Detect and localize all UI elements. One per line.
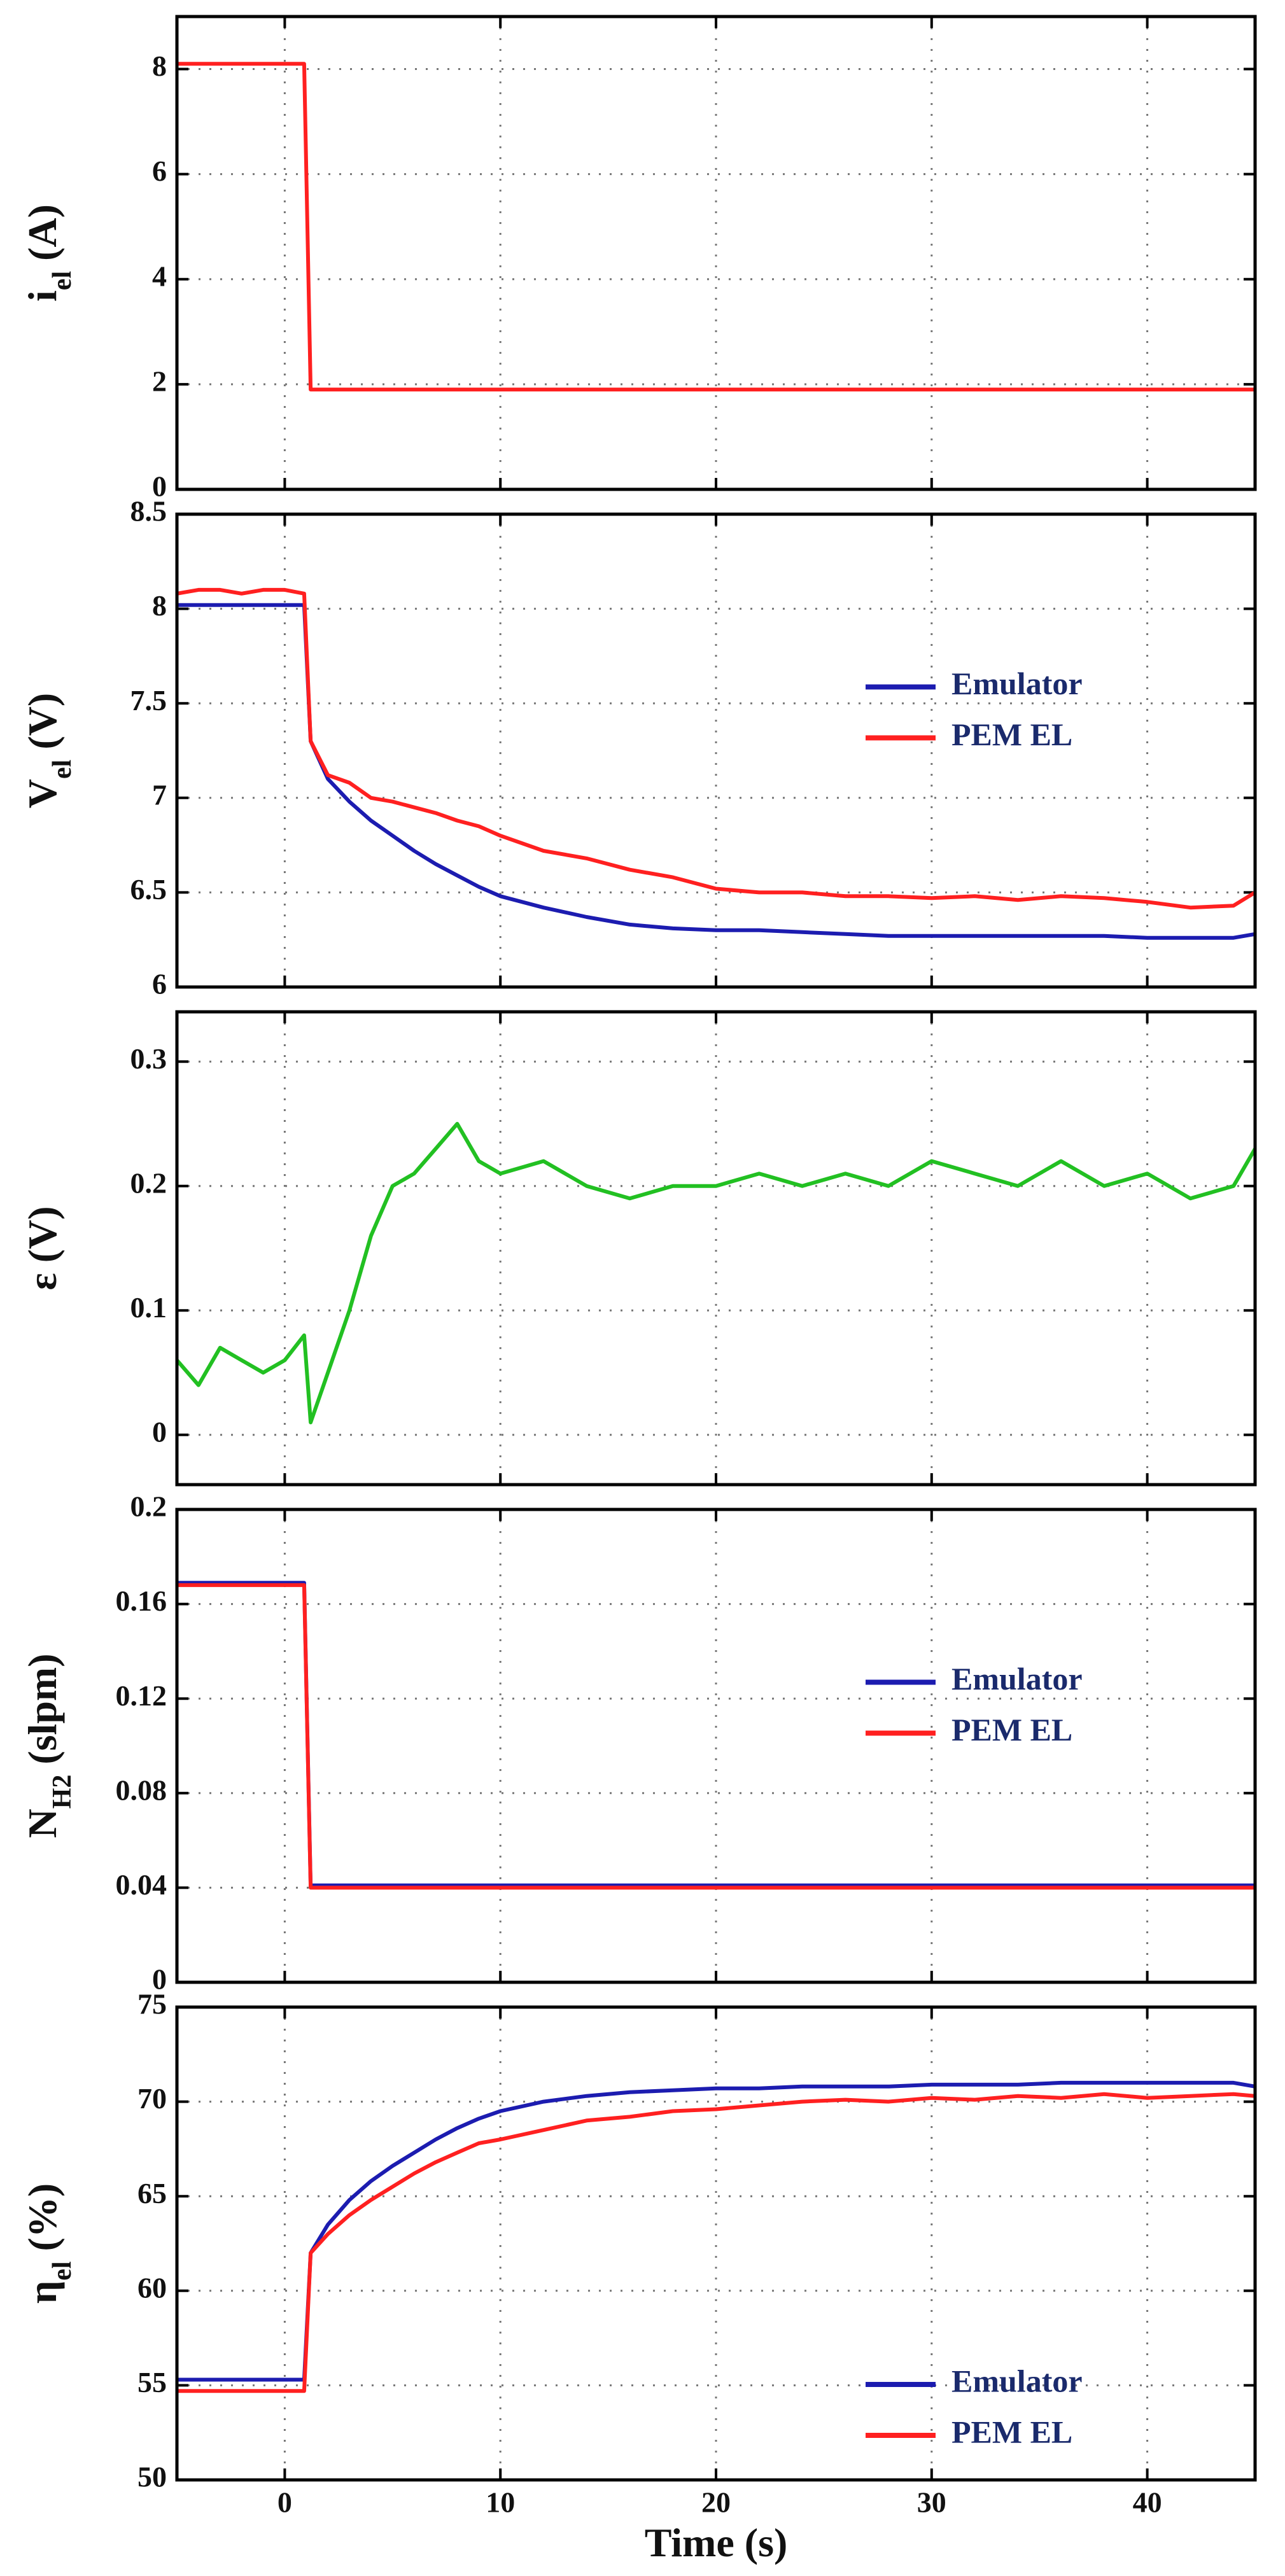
x-tick-label: 0 bbox=[277, 2486, 292, 2519]
line bbox=[177, 62, 1255, 392]
y-tick-label: 8 bbox=[152, 589, 167, 622]
y-tick-label: 6 bbox=[152, 155, 167, 187]
y-tick-label: 70 bbox=[137, 2082, 167, 2115]
line bbox=[177, 587, 1255, 910]
y-axis-label-part: ε (V) bbox=[20, 1206, 65, 1290]
y-tick-label: 0.2 bbox=[130, 1166, 167, 1199]
panel: 0 0.04 0.08 0.12 0.16 0.2 NH2 (slpm) Emulator PE… bbox=[20, 1490, 1257, 1996]
line bbox=[177, 603, 1255, 940]
legend-label: PEM EL bbox=[951, 2414, 1072, 2449]
y-axis-label: Vel (V) bbox=[20, 693, 77, 808]
axes-frame bbox=[175, 1010, 1257, 1487]
y-tick-label: 6.5 bbox=[130, 873, 167, 906]
y-axis-label-part: V bbox=[20, 779, 65, 808]
y-tick-label: 0 bbox=[152, 1963, 167, 1996]
y-tick-label: 7 bbox=[152, 778, 167, 811]
line bbox=[177, 2080, 1255, 2382]
line bbox=[177, 1122, 1255, 1425]
y-axis-label-part: el bbox=[48, 2261, 77, 2280]
panel: 6 6.5 7 7.5 8 8.5 Vel (V) Emulator PEM EL bbox=[20, 495, 1257, 1000]
y-axis-label-part: el bbox=[48, 760, 77, 779]
y-tick-label: 0.08 bbox=[116, 1774, 167, 1806]
y-tick-label: 65 bbox=[137, 2177, 167, 2209]
legend-label: PEM EL bbox=[951, 717, 1072, 752]
axes-frame bbox=[175, 1508, 1257, 1984]
y-tick-label: 0 bbox=[152, 1415, 167, 1448]
panel: 0 2 4 6 8 iel (A) bbox=[20, 15, 1257, 503]
panel: 0 10 20 30 40 50 55 60 65 70 75 ηel (%) Time (s) Emul… bbox=[20, 1988, 1257, 2565]
y-tick-label: 4 bbox=[152, 260, 167, 292]
y-tick-label: 8 bbox=[152, 50, 167, 82]
y-axis-label-part: i bbox=[20, 290, 65, 302]
y-axis-label: iel (A) bbox=[20, 204, 77, 302]
x-tick-label: 40 bbox=[1133, 2486, 1162, 2519]
line bbox=[177, 1581, 1255, 1887]
x-tick-label: 10 bbox=[486, 2486, 515, 2519]
y-tick-label: 55 bbox=[137, 2366, 167, 2398]
legend-label: Emulator bbox=[951, 1661, 1083, 1697]
axes-frame bbox=[175, 512, 1257, 989]
plot-area bbox=[177, 17, 1255, 489]
axes-frame bbox=[175, 15, 1257, 491]
y-tick-label: 2 bbox=[152, 365, 167, 397]
y-tick-label: 50 bbox=[137, 2461, 167, 2493]
y-axis-label-part: (slpm) bbox=[20, 1653, 65, 1774]
plot-area bbox=[177, 1012, 1255, 1485]
y-tick-label: 6 bbox=[152, 968, 167, 1000]
y-axis-label-part: η bbox=[20, 2281, 65, 2304]
y-axis-label-part: (A) bbox=[20, 204, 65, 271]
x-axis-label: Time (s) bbox=[645, 2520, 788, 2565]
y-axis-label: ηel (%) bbox=[20, 2183, 77, 2304]
plot-area bbox=[177, 2007, 1255, 2480]
x-tick-label: 30 bbox=[917, 2486, 946, 2519]
y-tick-label: 8.5 bbox=[130, 495, 167, 528]
y-tick-label: 0.04 bbox=[116, 1868, 167, 1901]
y-tick-label: 0.1 bbox=[130, 1291, 167, 1324]
line bbox=[177, 2092, 1255, 2393]
y-tick-label: 0 bbox=[152, 470, 167, 503]
y-tick-label: 0.2 bbox=[130, 1490, 167, 1523]
y-tick-label: 75 bbox=[137, 1988, 167, 2020]
y-axis-label-part: el bbox=[48, 271, 77, 290]
y-tick-label: 0.16 bbox=[116, 1585, 167, 1617]
y-tick-label: 0.12 bbox=[116, 1679, 167, 1712]
legend-label: Emulator bbox=[951, 2363, 1083, 2398]
y-tick-label: 0.3 bbox=[130, 1042, 167, 1075]
y-axis-label-part: N bbox=[20, 1809, 65, 1838]
y-axis-label: NH2 (slpm) bbox=[20, 1653, 77, 1838]
y-axis-label: ε (V) bbox=[20, 1206, 65, 1290]
legend-label: PEM EL bbox=[951, 1712, 1072, 1747]
plot-area bbox=[177, 1509, 1255, 1982]
x-tick-label: 20 bbox=[701, 2486, 731, 2519]
y-axis-label-part: H2 bbox=[48, 1775, 77, 1809]
panel: 0 0.1 0.2 0.3 ε (V) bbox=[20, 1010, 1257, 1487]
axes-frame bbox=[175, 2005, 1257, 2482]
legend-label: Emulator bbox=[951, 666, 1083, 701]
y-tick-label: 60 bbox=[137, 2271, 167, 2304]
y-tick-label: 7.5 bbox=[130, 684, 167, 717]
y-axis-label-part: (%) bbox=[20, 2183, 65, 2262]
line bbox=[177, 1583, 1255, 1890]
y-axis-label-part: (V) bbox=[20, 693, 65, 760]
plot-area bbox=[177, 514, 1255, 987]
